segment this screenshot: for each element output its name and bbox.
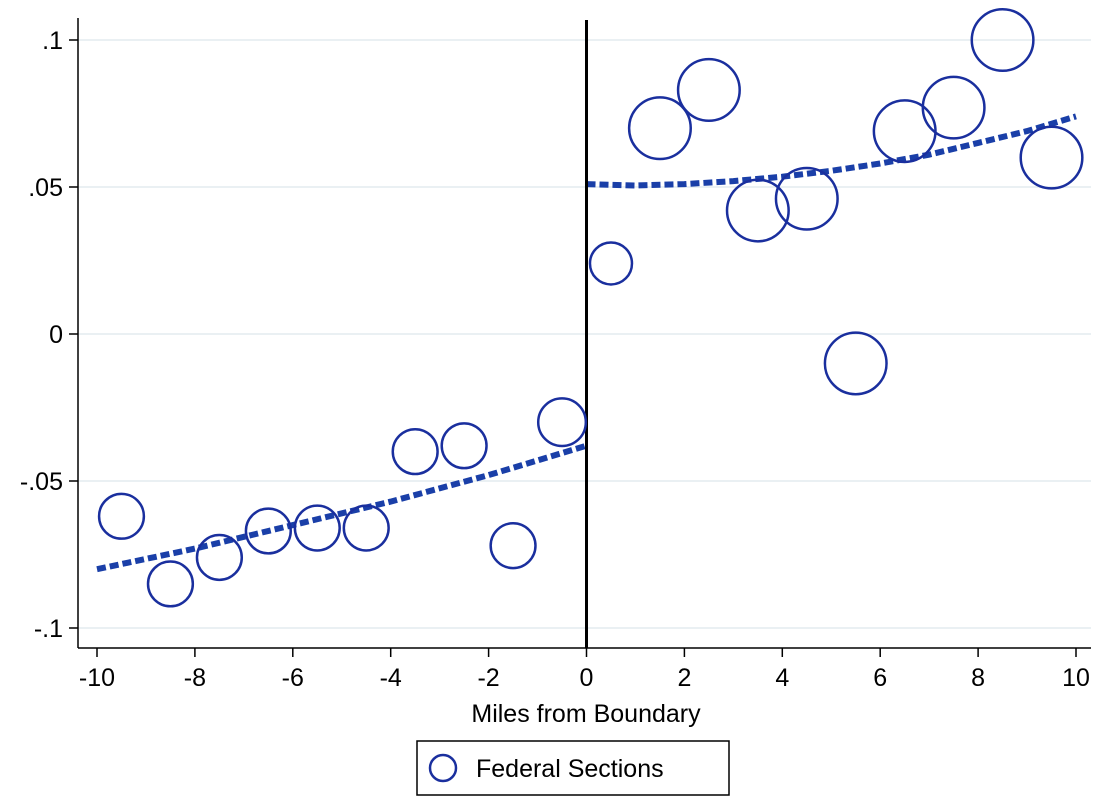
grid-layer bbox=[78, 39, 1091, 629]
x-tick-label: 4 bbox=[775, 664, 789, 692]
y-tick-label: 0 bbox=[49, 321, 63, 349]
scatter-point bbox=[536, 397, 588, 448]
scatter-point bbox=[146, 560, 195, 608]
x-tick-label: -2 bbox=[477, 664, 499, 692]
x-tick-label: 8 bbox=[971, 664, 985, 692]
y-tick-label: .1 bbox=[42, 27, 63, 55]
x-axis-title: Miles from Boundary bbox=[471, 700, 701, 728]
x-tick-label: 2 bbox=[677, 664, 691, 692]
scatter-point bbox=[342, 504, 390, 552]
scatter-point bbox=[627, 96, 692, 161]
scatter-point bbox=[391, 427, 439, 476]
y-tick-label: -.1 bbox=[34, 615, 63, 643]
x-tick-label: 10 bbox=[1062, 664, 1090, 692]
scatter-point bbox=[970, 7, 1035, 73]
x-tick-label: -8 bbox=[184, 664, 206, 692]
x-tick-label: 0 bbox=[580, 664, 594, 692]
scatter-point bbox=[725, 178, 790, 243]
fit-line bbox=[96, 442, 588, 573]
x-tick-label: -6 bbox=[282, 664, 304, 692]
fit-line bbox=[586, 113, 1077, 189]
y-tick-label: .05 bbox=[28, 174, 63, 202]
scatter-point bbox=[1019, 125, 1084, 190]
scatter-point bbox=[489, 522, 537, 570]
scatter-point bbox=[823, 331, 888, 396]
legend: Federal Sections bbox=[416, 740, 730, 796]
scatter-points bbox=[97, 7, 1084, 608]
scatter-point bbox=[676, 57, 741, 123]
scatter-point bbox=[195, 533, 244, 582]
scatter-point bbox=[97, 492, 146, 540]
scatter-point bbox=[440, 422, 488, 470]
scatter-point bbox=[293, 504, 341, 552]
fit-lines bbox=[96, 113, 1077, 573]
x-tick-label: -10 bbox=[79, 664, 115, 692]
legend-box bbox=[416, 740, 730, 796]
x-tick-label: 6 bbox=[873, 664, 887, 692]
scatter-point bbox=[588, 241, 634, 286]
y-tick-label: -.05 bbox=[20, 468, 63, 496]
scatter-point bbox=[774, 166, 839, 231]
legend-label: Federal Sections bbox=[476, 755, 664, 783]
scatter-point bbox=[872, 99, 937, 164]
legend-marker bbox=[428, 753, 458, 783]
scatter-point bbox=[921, 75, 986, 140]
axes-layer: .1 .05 0 -.05 -.1 -10 -8 -6 -4 -2 0 2 4 6 8 10 bbox=[20, 18, 1091, 692]
x-tick-label: -4 bbox=[380, 664, 402, 692]
scatter-point bbox=[244, 507, 292, 555]
